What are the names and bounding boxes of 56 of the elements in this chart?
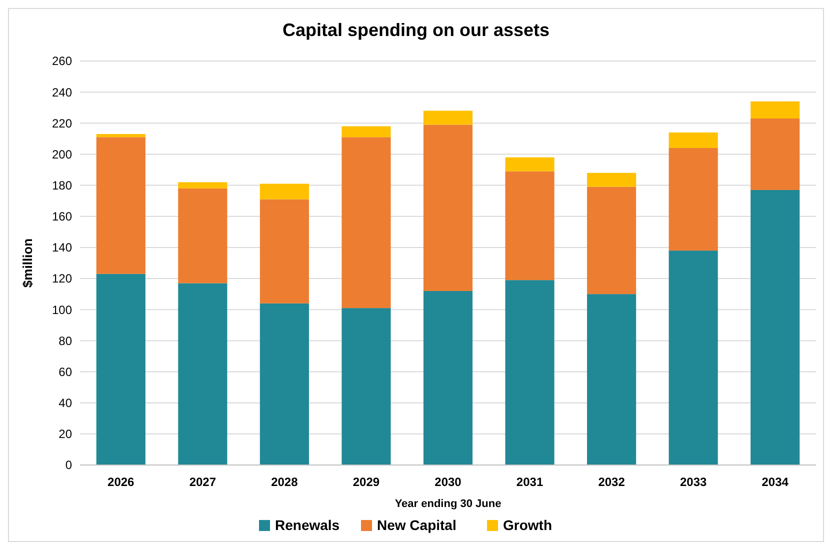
y-tick-label: 260 [52,54,72,68]
bar [96,134,146,138]
bar [178,182,228,188]
x-tick-label: 2032 [598,475,626,489]
y-tick-label: 160 [52,210,72,224]
x-tick-label: 2028 [271,475,298,489]
bar [505,171,554,280]
y-tick-label: 240 [52,85,72,100]
y-tick-label: 60 [58,364,72,379]
bar [342,137,391,308]
bar [423,110,473,125]
y-tick-label: 20 [58,427,72,442]
x-tick-label: 2031 [516,475,544,489]
y-tick-label: 200 [52,147,72,162]
x-tick-label: 2034 [762,475,789,489]
bar [750,190,800,465]
x-axis-title: Year ending 30 June [394,498,502,510]
x-tick-label: 2026 [108,475,135,489]
bar [423,290,473,465]
bar [587,186,636,294]
x-tick-label: 2033 [680,475,708,489]
bar [260,184,309,200]
y-tick-label: 100 [52,302,72,317]
bar [96,274,146,465]
bar [505,157,554,172]
bar [96,137,146,274]
bar [178,188,228,284]
chart-title: Capital spending on our assets [282,20,550,40]
bar [750,101,800,118]
bar [423,124,473,291]
bar [587,294,636,465]
bar [668,132,718,148]
bar [178,283,228,465]
y-tick-label: 140 [52,240,72,255]
bar [260,303,309,465]
bar [668,250,718,465]
legend-label: Renewals [275,517,340,533]
x-tick-label: 2030 [434,475,462,489]
bar [342,308,391,465]
bar [668,148,718,251]
bar [260,199,309,304]
x-tick-label: 2027 [189,475,216,489]
y-tick-label: 0 [65,458,72,472]
y-tick-label: 120 [52,272,72,286]
y-tick-label: 80 [58,334,72,348]
y-axis-title: $million [20,238,35,288]
x-tick-label: 2029 [352,475,380,489]
legend-label: New Capital [377,517,456,533]
y-tick-label: 40 [58,396,72,410]
bar [505,280,554,465]
bar [342,126,391,138]
y-tick-label: 220 [52,116,72,130]
bar [587,172,636,187]
y-tick-label: 180 [52,178,72,193]
legend-label: Growth [503,517,552,533]
bar [750,118,800,190]
